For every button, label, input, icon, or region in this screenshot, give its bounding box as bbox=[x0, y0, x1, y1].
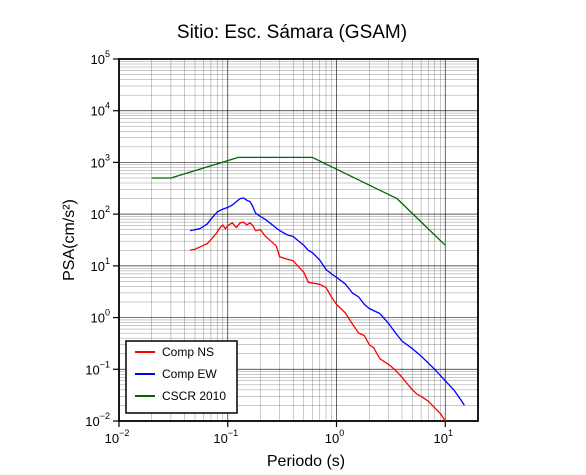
x-axis-label: Periodo (s) bbox=[267, 453, 345, 470]
series-line-comp-ew bbox=[189, 197, 465, 406]
legend-label: Comp NS bbox=[162, 345, 214, 359]
y-tick-label: 105 bbox=[91, 49, 110, 67]
y-tick-label: 10−2 bbox=[85, 411, 110, 429]
chart-legend: Comp NS Comp EW CSCR 2010 bbox=[125, 340, 238, 414]
y-tick-label: 10−1 bbox=[85, 359, 110, 377]
y-tick-label: 103 bbox=[91, 152, 110, 170]
chart-title: Sitio: Esc. Sámara (GSAM) bbox=[177, 22, 407, 43]
x-tick-label: 10−2 bbox=[105, 428, 130, 446]
legend-label: Comp EW bbox=[162, 367, 217, 381]
y-tick-label: 101 bbox=[91, 256, 110, 274]
axis-ticks: 10−2 10−1 100 101 10−2 10−1 100 101 102 103 104 105 bbox=[85, 49, 453, 446]
y-tick-label: 104 bbox=[91, 101, 110, 119]
series-line-cscr-2010 bbox=[151, 156, 446, 246]
x-tick-label: 100 bbox=[325, 428, 344, 446]
x-tick-label: 101 bbox=[434, 428, 453, 446]
series-lines bbox=[151, 156, 465, 422]
x-tick-label: 10−1 bbox=[213, 428, 238, 446]
chart-grid bbox=[118, 58, 479, 422]
legend-label: CSCR 2010 bbox=[162, 389, 226, 403]
series-line-comp-ns bbox=[189, 221, 446, 422]
plot-frame bbox=[118, 58, 479, 422]
y-tick-label: 100 bbox=[91, 308, 110, 326]
y-axis-label: PSA(cm/s²) bbox=[61, 199, 78, 281]
y-tick-label: 102 bbox=[91, 204, 110, 222]
